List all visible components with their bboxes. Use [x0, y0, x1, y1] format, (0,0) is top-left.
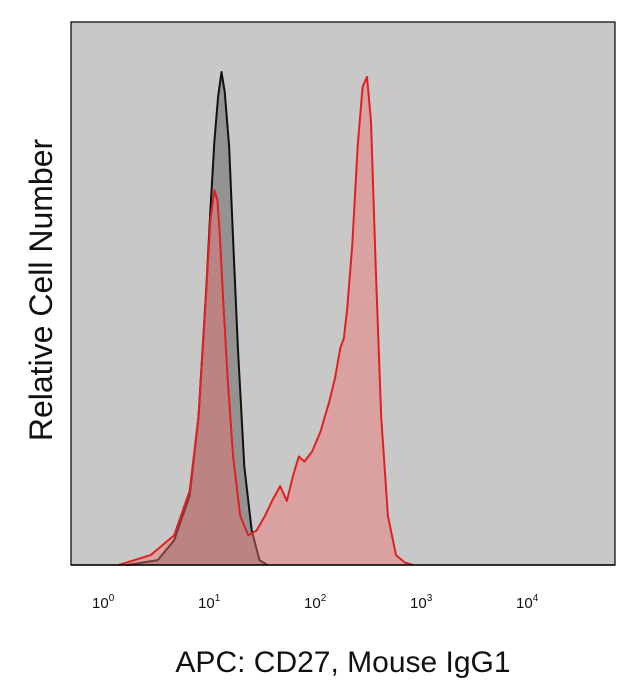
x-tick-labels: 100 101 102 103 104 [92, 593, 539, 612]
series-layer [118, 71, 414, 566]
x-axis-label: APC: CD27, Mouse IgG1 [175, 646, 510, 679]
plot-area [70, 21, 616, 566]
x-tick-label: 101 [198, 593, 221, 612]
x-tick-label: 103 [410, 593, 433, 612]
series-1-line [126, 71, 269, 566]
x-tick-label: 102 [304, 593, 327, 612]
x-tick-label: 104 [516, 593, 539, 612]
y-axis-label: Relative Cell Number [23, 138, 59, 441]
x-tick-label: 100 [92, 593, 115, 612]
series-2-area [118, 76, 414, 566]
series-2-line [118, 75, 414, 566]
